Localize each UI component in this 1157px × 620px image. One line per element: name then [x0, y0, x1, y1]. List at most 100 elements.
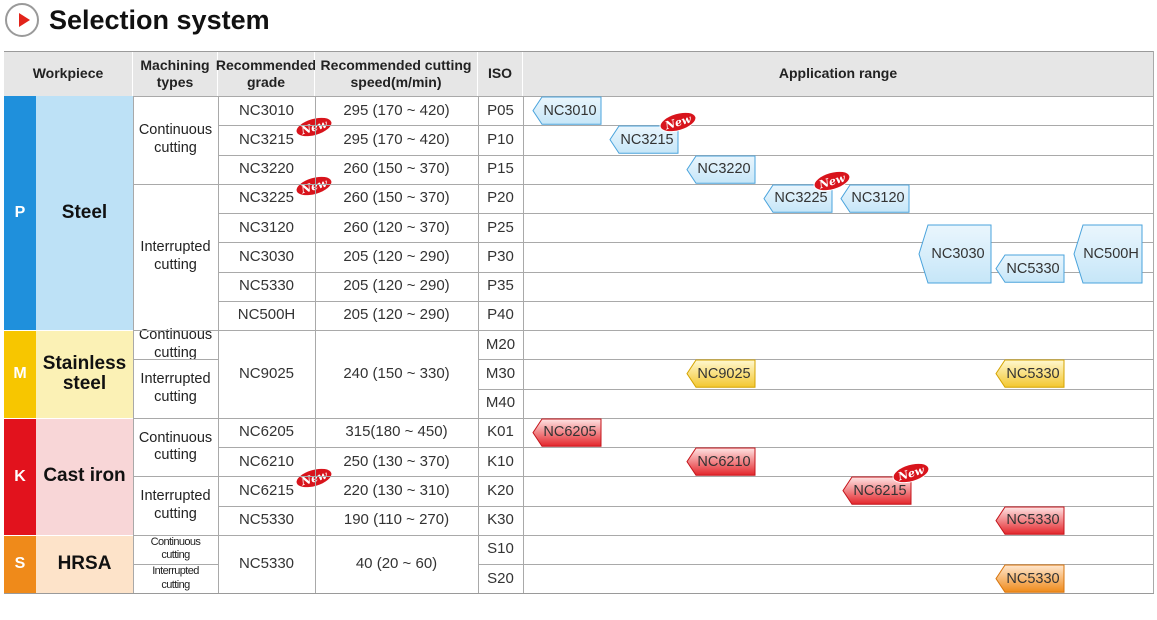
grade-cell: NC6210 — [238, 452, 295, 470]
grade-cell: NC5330 — [238, 277, 295, 295]
grid-line — [478, 417, 1154, 419]
application-bar-nc5330: NC5330 — [995, 506, 1065, 535]
bar-arrow — [532, 96, 602, 125]
application-bar-nc3215: NC3215 New — [609, 109, 698, 154]
grade-cell: NC3120 — [238, 218, 295, 236]
application-bar-nc6210: NC6210 — [686, 447, 756, 476]
speed-cell: 260 (120 ~ 370) — [343, 218, 450, 236]
bar-arrow — [995, 506, 1065, 535]
grid-line — [218, 242, 478, 244]
bar-arrow — [840, 184, 910, 213]
group-letter-m: M — [4, 330, 36, 418]
iso-cell: P30 — [487, 247, 514, 265]
grid-line — [218, 125, 478, 127]
application-bar-nc500h: NC500H — [1073, 224, 1143, 284]
bar-shape — [995, 564, 1065, 593]
bar-arrow — [918, 224, 992, 284]
speed-cell: 260 (150 ~ 370) — [343, 189, 450, 207]
bar-shape — [918, 224, 992, 284]
bar-shape — [840, 184, 910, 213]
grid-line — [133, 476, 218, 478]
speed-cell: 295 (170 ~ 420) — [343, 101, 450, 119]
bar-label: NC5330 — [1006, 365, 1060, 382]
application-bar-nc3120: NC3120 — [840, 184, 910, 213]
grid-line — [133, 330, 218, 331]
grid-line — [478, 96, 479, 594]
group-letter-s: S — [4, 534, 36, 594]
grade-cell: NC3215 — [238, 130, 295, 148]
iso-cell: S20 — [487, 569, 514, 587]
speed-cell: 295 (170 ~ 420) — [343, 130, 450, 148]
grade-cell: NC3225 — [238, 189, 295, 207]
grid-line — [478, 154, 1154, 156]
grid-line — [4, 330, 133, 331]
grid-line — [478, 242, 1154, 244]
bar-label: NC500H — [1083, 245, 1139, 262]
grid-line — [315, 96, 316, 594]
grade-cell: NC3220 — [238, 160, 295, 178]
bar-shape — [686, 359, 756, 388]
iso-cell: P35 — [487, 277, 514, 295]
grid-line — [4, 51, 1154, 52]
grid-line — [218, 534, 478, 536]
iso-cell: P25 — [487, 218, 514, 236]
bar-arrow — [686, 447, 756, 476]
grid-line — [218, 330, 478, 331]
application-bar-nc6215: NC6215 New — [842, 460, 931, 505]
grid-line — [4, 534, 133, 536]
speed-cell: 190 (110 ~ 270) — [343, 511, 450, 529]
iso-cell: P05 — [487, 101, 514, 119]
application-bar-nc5330: NC5330 — [995, 359, 1065, 388]
grid-line — [478, 388, 1154, 390]
grade-cell: NC500H — [237, 306, 296, 324]
grid-line — [218, 505, 478, 507]
iso-cell: S10 — [487, 540, 514, 558]
machining-type: Interrupted cutting — [140, 239, 211, 273]
grid-line — [218, 447, 478, 448]
grid-line — [478, 476, 1154, 478]
grid-line — [133, 417, 218, 419]
grid-line — [218, 154, 478, 156]
group-letter-p: P — [4, 96, 36, 330]
bar-label: NC9025 — [697, 365, 751, 382]
grid-line — [4, 593, 1154, 595]
iso-cell: P15 — [487, 160, 514, 178]
bar-arrow — [686, 155, 756, 184]
speed-cell: 205 (120 ~ 290) — [343, 277, 450, 295]
grade-cell: NC6205 — [238, 423, 295, 441]
bar-arrow — [532, 418, 602, 447]
iso-cell: P10 — [487, 130, 514, 148]
iso-cell: M40 — [485, 394, 516, 412]
material-m: Stainless steel — [36, 330, 133, 418]
speed-cell: 315(180 ~ 450) — [345, 423, 448, 441]
bar-arrow — [995, 359, 1065, 388]
application-bar-nc3225: NC3225 New — [763, 168, 852, 213]
grid-line — [218, 417, 478, 419]
grid-line — [478, 213, 1154, 214]
grid-line — [133, 96, 134, 594]
application-bar-nc3030: NC3030 — [918, 224, 992, 284]
grid-line — [218, 300, 478, 302]
bar-label: NC5330 — [1006, 512, 1060, 529]
bar-label: NC3010 — [543, 102, 597, 119]
bar-shape — [532, 418, 602, 447]
grid-line — [478, 359, 1154, 361]
play-circle-icon — [5, 3, 39, 37]
bar-shape — [995, 506, 1065, 535]
grid-line — [478, 271, 1154, 273]
bar-label: NC6205 — [543, 424, 597, 441]
bar-shape — [686, 447, 756, 476]
bar-label: NC3225 — [774, 190, 828, 207]
iso-cell: K30 — [487, 511, 514, 529]
machining-type: Interrupted cutting — [140, 371, 211, 405]
grade-cell: NC5330 — [238, 555, 295, 572]
header-application-range: Application range — [523, 51, 1154, 96]
machining-type: Continuous cutting — [138, 429, 213, 463]
machining-type: Continuous cutting — [150, 536, 201, 562]
application-bar-nc3010: NC3010 — [532, 96, 602, 125]
iso-cell: M20 — [485, 335, 516, 353]
bar-shape — [532, 96, 602, 125]
grid-line — [478, 505, 1154, 507]
material-s: HRSA — [36, 534, 133, 594]
grade-cell: NC3010 — [238, 101, 295, 119]
